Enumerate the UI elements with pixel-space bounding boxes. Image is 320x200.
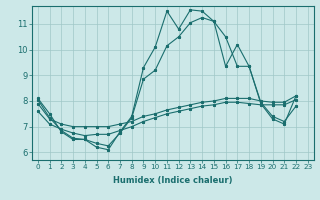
X-axis label: Humidex (Indice chaleur): Humidex (Indice chaleur) — [113, 176, 233, 185]
